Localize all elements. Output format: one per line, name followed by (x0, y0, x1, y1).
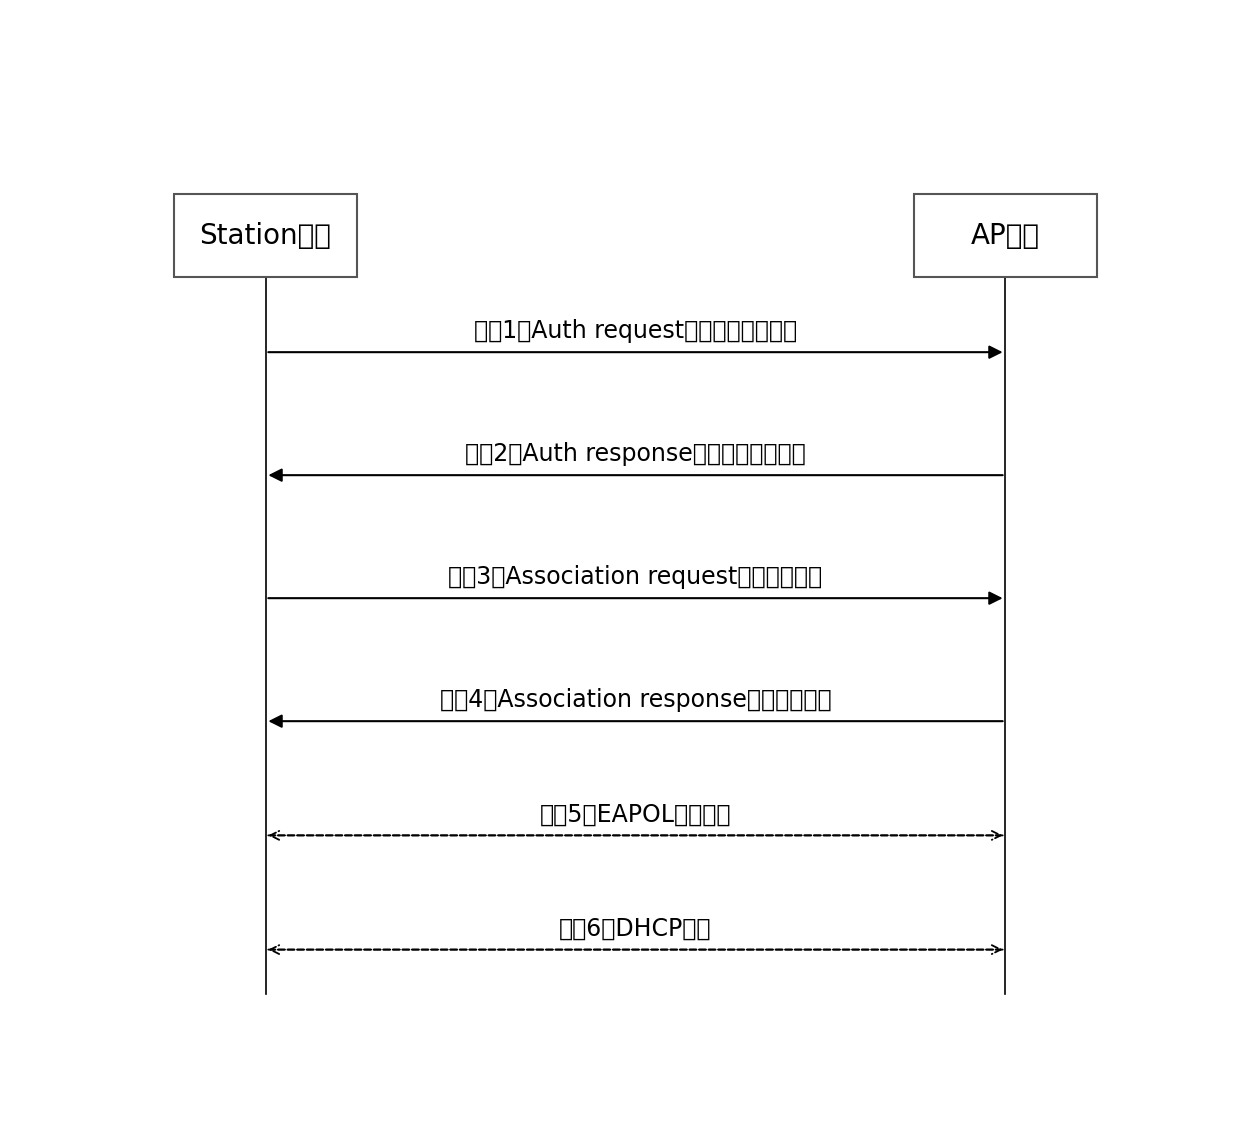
Text: 步骤1、Auth request（身份认证请求）: 步骤1、Auth request（身份认证请求） (474, 319, 797, 343)
Text: 步骤5、EAPOL四次握手: 步骤5、EAPOL四次握手 (539, 802, 732, 827)
Bar (174, 194, 357, 277)
Text: 步骤2、Auth response（身份认证响应）: 步骤2、Auth response（身份认证响应） (465, 443, 806, 467)
Text: 步骤6、DHCP交互: 步骤6、DHCP交互 (559, 917, 712, 941)
Text: Station设备: Station设备 (200, 221, 331, 250)
Text: 步骤4、Association response（关联响应）: 步骤4、Association response（关联响应） (440, 688, 831, 712)
Text: AP设备: AP设备 (971, 221, 1040, 250)
Text: 步骤3、Association request（关联请求）: 步骤3、Association request（关联请求） (449, 566, 822, 590)
Bar (914, 194, 1096, 277)
